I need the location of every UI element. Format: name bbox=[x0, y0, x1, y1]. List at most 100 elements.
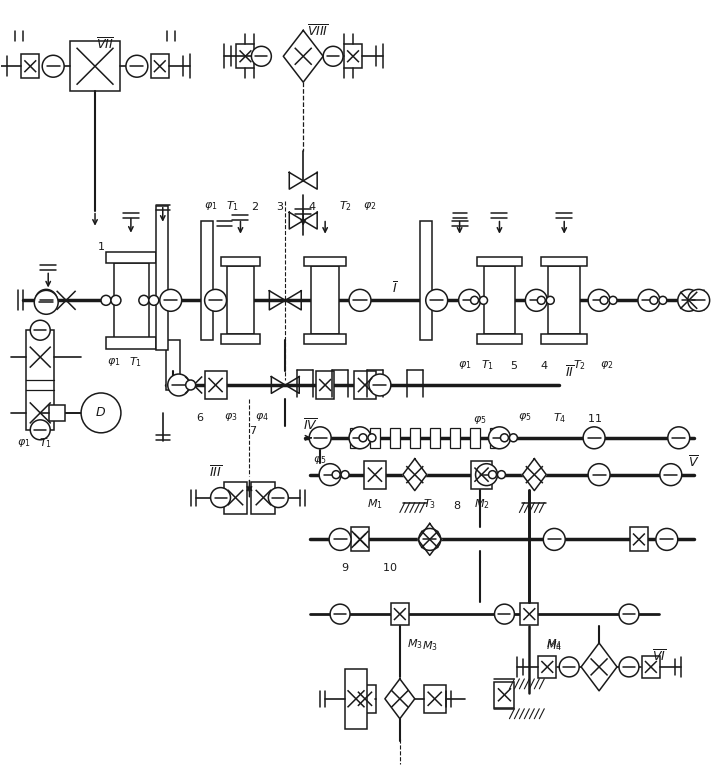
Circle shape bbox=[609, 296, 617, 304]
Text: $5$: $5$ bbox=[510, 359, 518, 371]
Text: $3$: $3$ bbox=[276, 200, 284, 212]
Text: $7$: $7$ bbox=[249, 424, 257, 436]
Circle shape bbox=[126, 56, 148, 77]
Bar bbox=[151, 54, 169, 78]
Text: $M_1$: $M_1$ bbox=[367, 498, 383, 511]
Circle shape bbox=[349, 427, 371, 449]
Circle shape bbox=[368, 434, 376, 442]
Text: $M_3$: $M_3$ bbox=[422, 639, 438, 653]
Text: $\varphi_2$: $\varphi_2$ bbox=[363, 200, 376, 212]
Circle shape bbox=[537, 296, 545, 304]
Text: $\overline{I}$: $\overline{I}$ bbox=[392, 281, 398, 296]
Bar bbox=[106, 337, 156, 349]
Circle shape bbox=[650, 296, 658, 304]
Bar bbox=[420, 221, 432, 340]
Circle shape bbox=[329, 529, 351, 550]
Circle shape bbox=[43, 56, 64, 77]
Text: $M_4$: $M_4$ bbox=[547, 639, 562, 653]
Text: $\varphi_4$: $\varphi_4$ bbox=[255, 411, 270, 423]
Circle shape bbox=[600, 296, 608, 304]
Text: $\overline{II}$: $\overline{II}$ bbox=[565, 365, 574, 381]
Text: $\varphi_1$: $\varphi_1$ bbox=[204, 200, 217, 212]
Circle shape bbox=[168, 374, 190, 396]
Text: $\varphi_5$: $\varphi_5$ bbox=[314, 454, 327, 466]
Circle shape bbox=[332, 471, 340, 479]
Circle shape bbox=[489, 427, 510, 449]
Circle shape bbox=[526, 290, 547, 311]
Bar bbox=[224, 482, 247, 513]
Bar bbox=[345, 669, 367, 729]
Circle shape bbox=[425, 290, 448, 311]
Circle shape bbox=[668, 427, 690, 449]
Circle shape bbox=[500, 434, 508, 442]
Circle shape bbox=[111, 296, 121, 305]
Polygon shape bbox=[385, 679, 415, 719]
Circle shape bbox=[369, 374, 391, 396]
Circle shape bbox=[149, 296, 159, 305]
Bar bbox=[477, 256, 523, 266]
Circle shape bbox=[319, 464, 341, 486]
Text: $\overline{IV}$: $\overline{IV}$ bbox=[303, 418, 318, 434]
Bar bbox=[471, 461, 492, 489]
Circle shape bbox=[35, 290, 58, 314]
Text: $\overline{III}$: $\overline{III}$ bbox=[209, 465, 222, 480]
Circle shape bbox=[35, 290, 57, 311]
Text: $\varphi_1$: $\varphi_1$ bbox=[107, 356, 120, 368]
Bar bbox=[252, 482, 275, 513]
Text: $6$: $6$ bbox=[196, 411, 205, 423]
Circle shape bbox=[583, 427, 605, 449]
Circle shape bbox=[547, 296, 554, 304]
Circle shape bbox=[139, 296, 149, 305]
Bar bbox=[541, 256, 587, 266]
Polygon shape bbox=[523, 459, 547, 490]
Bar bbox=[311, 266, 339, 334]
Circle shape bbox=[186, 380, 195, 390]
Text: $T_4$: $T_4$ bbox=[552, 411, 566, 425]
Circle shape bbox=[489, 471, 497, 479]
Bar bbox=[477, 334, 523, 344]
Bar bbox=[226, 266, 255, 334]
Text: $T_1$: $T_1$ bbox=[39, 436, 52, 449]
Text: $M_4$: $M_4$ bbox=[547, 637, 562, 651]
Circle shape bbox=[659, 296, 667, 304]
Text: $2$: $2$ bbox=[252, 200, 260, 212]
Bar bbox=[469, 428, 479, 448]
Bar bbox=[221, 334, 260, 344]
Circle shape bbox=[544, 529, 565, 550]
Bar bbox=[390, 428, 400, 448]
Polygon shape bbox=[283, 30, 323, 82]
Circle shape bbox=[330, 604, 350, 624]
Circle shape bbox=[588, 464, 610, 486]
Circle shape bbox=[688, 290, 709, 311]
Bar bbox=[364, 461, 386, 489]
Circle shape bbox=[160, 290, 182, 311]
Bar bbox=[490, 428, 500, 448]
Circle shape bbox=[268, 488, 288, 507]
Text: $\overline{VIII}$: $\overline{VIII}$ bbox=[307, 24, 329, 39]
Bar bbox=[370, 428, 380, 448]
Bar bbox=[200, 221, 213, 340]
Bar bbox=[317, 371, 334, 399]
Circle shape bbox=[81, 393, 121, 433]
Bar bbox=[304, 256, 346, 266]
Text: $\varphi_1$: $\varphi_1$ bbox=[17, 437, 30, 449]
Polygon shape bbox=[403, 459, 427, 490]
Circle shape bbox=[559, 657, 579, 677]
Text: $11$: $11$ bbox=[587, 412, 601, 424]
Bar bbox=[539, 656, 556, 678]
Bar bbox=[521, 603, 539, 625]
Bar bbox=[354, 371, 376, 399]
Circle shape bbox=[656, 529, 678, 550]
Bar bbox=[391, 603, 409, 625]
Circle shape bbox=[476, 464, 497, 486]
Text: $M_3$: $M_3$ bbox=[407, 637, 423, 651]
Bar bbox=[49, 405, 65, 421]
Circle shape bbox=[252, 46, 271, 66]
Circle shape bbox=[638, 290, 660, 311]
Circle shape bbox=[101, 296, 111, 305]
Bar bbox=[642, 656, 660, 678]
Circle shape bbox=[419, 529, 441, 550]
Bar bbox=[450, 428, 459, 448]
Bar bbox=[26, 330, 54, 430]
Circle shape bbox=[619, 657, 639, 677]
